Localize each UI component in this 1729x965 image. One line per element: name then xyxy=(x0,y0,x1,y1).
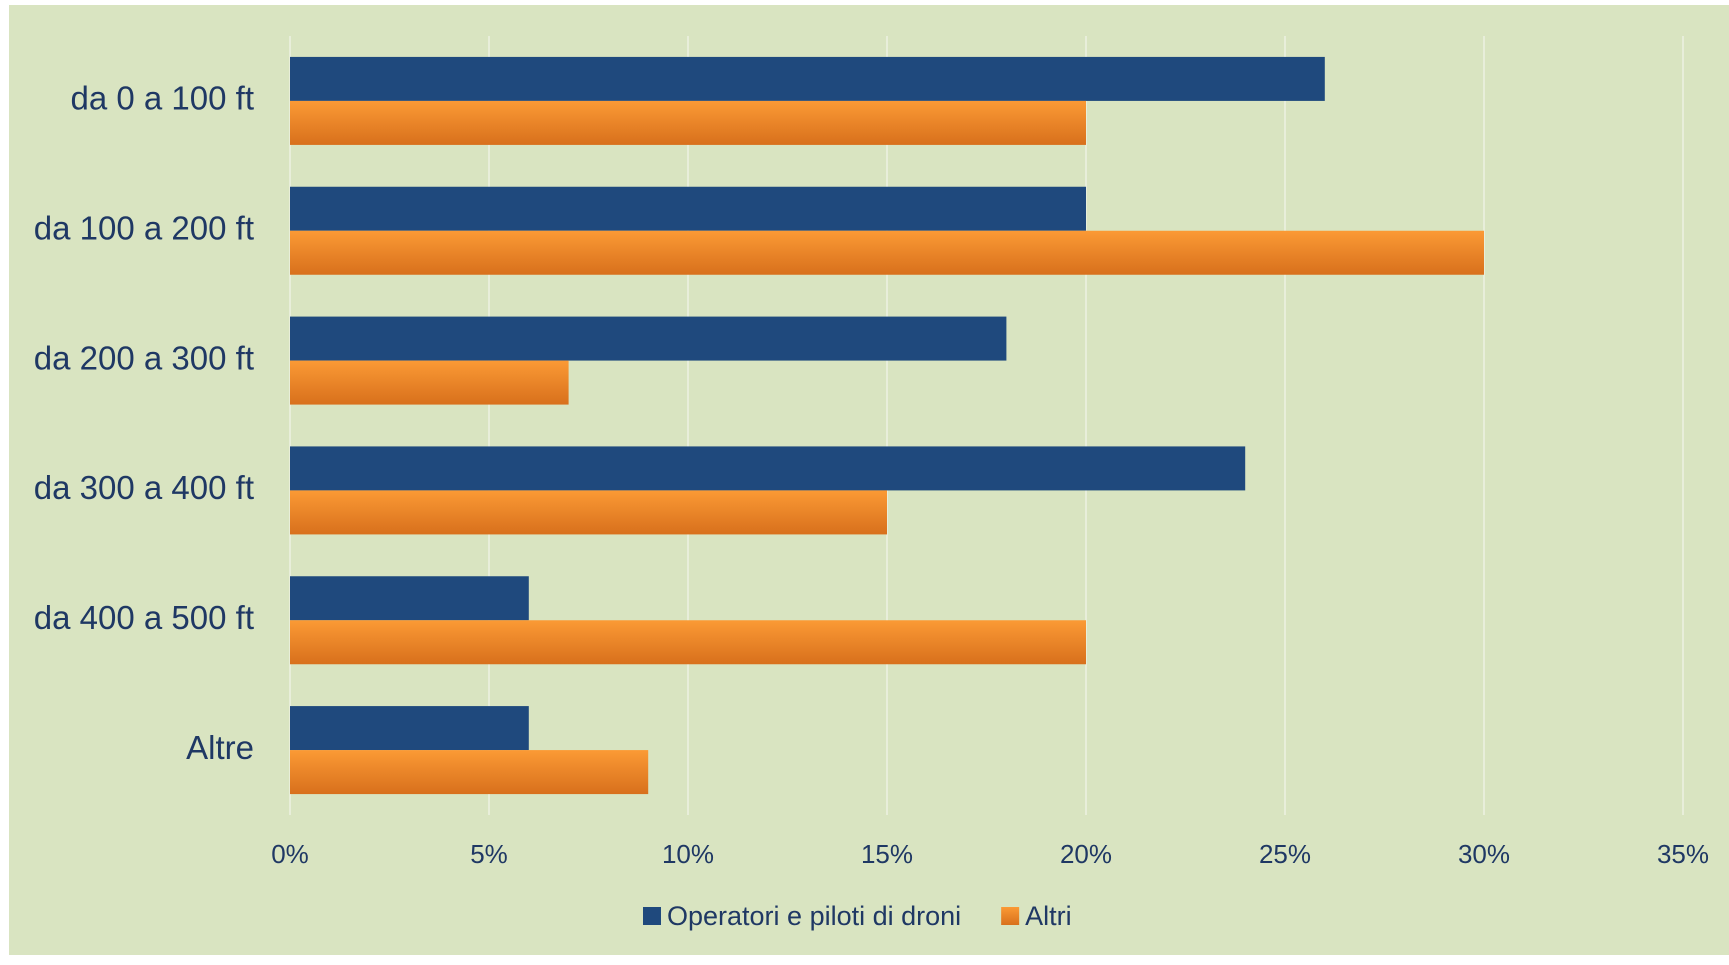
bar xyxy=(290,230,1484,275)
x-tick-label: 20% xyxy=(1060,839,1112,869)
bar xyxy=(290,446,1246,491)
bar xyxy=(290,316,1007,361)
x-tick-label: 25% xyxy=(1259,839,1311,869)
legend-swatch xyxy=(643,907,661,925)
x-tick-label: 15% xyxy=(861,839,913,869)
bar xyxy=(290,360,569,405)
x-tick-label: 35% xyxy=(1657,839,1709,869)
x-tick-label: 30% xyxy=(1458,839,1510,869)
y-tick-label: da 200 a 300 ft xyxy=(34,339,254,376)
y-tick-label: da 100 a 200 ft xyxy=(34,209,254,246)
y-tick-label: da 300 a 400 ft xyxy=(34,469,254,506)
bar xyxy=(290,100,1086,145)
bar xyxy=(290,576,529,621)
x-tick-label: 0% xyxy=(271,839,309,869)
y-tick-label: da 400 a 500 ft xyxy=(34,599,254,636)
x-tick-label: 5% xyxy=(470,839,508,869)
x-tick-label: 10% xyxy=(662,839,714,869)
y-tick-label: da 0 a 100 ft xyxy=(71,80,254,117)
bar xyxy=(290,620,1086,665)
legend-label: Operatori e piloti di droni xyxy=(667,901,961,931)
bar xyxy=(290,706,529,751)
bar xyxy=(290,490,887,535)
legend-label: Altri xyxy=(1025,901,1072,931)
y-tick-label: Altre xyxy=(186,729,254,766)
bar xyxy=(290,186,1086,231)
bar xyxy=(290,750,649,795)
bar xyxy=(290,56,1325,101)
legend-swatch xyxy=(1001,907,1020,925)
